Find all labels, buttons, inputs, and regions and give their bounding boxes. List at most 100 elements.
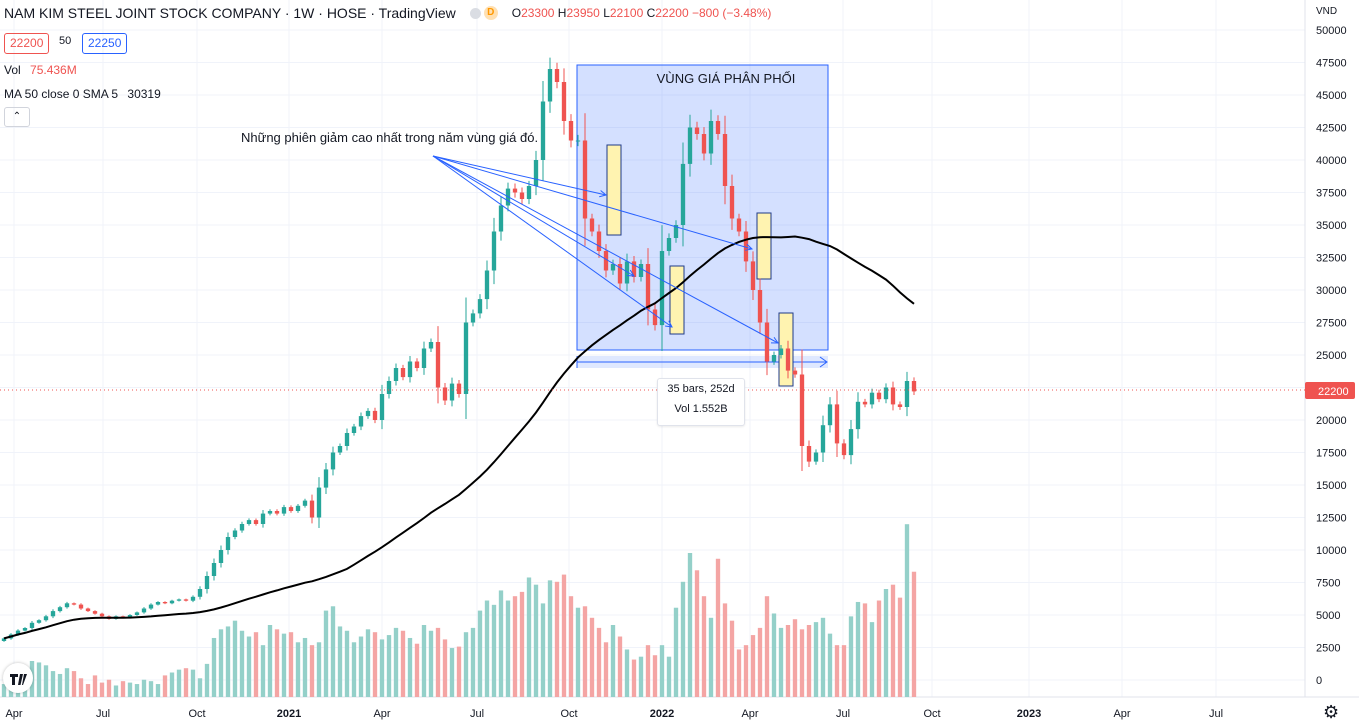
candle-body (267, 511, 273, 514)
volume-bar (421, 625, 427, 697)
candle-body (344, 433, 350, 446)
candle-body (785, 348, 791, 371)
candle-body (330, 452, 336, 470)
price-tick-label: 5000 (1316, 610, 1340, 622)
price-tick-label: 17500 (1316, 448, 1347, 460)
time-tick-label: Jul (836, 708, 850, 720)
volume-bar (526, 577, 532, 697)
volume-bar (155, 684, 161, 697)
volume-bar (379, 639, 385, 697)
volume-bar (547, 580, 553, 697)
candle-body (162, 602, 168, 604)
price-tick-label: 32500 (1316, 253, 1347, 265)
time-tick-label: Jul (1209, 708, 1223, 720)
symbol-title[interactable]: NAM KIM STEEL JOINT STOCK COMPANY · 1W ·… (4, 5, 456, 21)
candle-body (582, 140, 588, 219)
price-tick-label: 37500 (1316, 188, 1347, 200)
high-value: 23950 (566, 6, 600, 20)
candle-body (729, 186, 735, 219)
open-label: O (511, 6, 522, 20)
volume-bar (883, 589, 889, 697)
tradingview-logo-icon[interactable] (3, 663, 33, 693)
volume-bar (134, 684, 140, 697)
candle-body (211, 563, 217, 576)
candle-body (897, 404, 903, 407)
candle-body (29, 622, 35, 628)
annotation-arrow-head (626, 269, 635, 277)
candle-body (400, 368, 406, 378)
candle-body (827, 404, 833, 426)
volume-bar (267, 625, 273, 697)
volume-bar (141, 679, 147, 697)
candle-body (99, 613, 105, 617)
volume-bar (694, 570, 700, 697)
price-tick-label: 2500 (1316, 643, 1340, 655)
sell-price-button[interactable]: 22200 (4, 33, 50, 54)
volume-bar (575, 607, 581, 697)
arrow-note: Những phiên giảm cao nhất trong năm vùng… (241, 130, 538, 145)
candle-body (603, 251, 609, 271)
volume-bar (190, 669, 196, 697)
candle-body (92, 611, 98, 614)
candlesticks (1, 57, 917, 642)
volume-bar (897, 597, 903, 697)
volume-legend-label: Vol (4, 63, 21, 77)
candle-body (316, 487, 322, 518)
price-tick-label: 42500 (1316, 123, 1347, 135)
settings-gear-icon[interactable]: ⚙ (1323, 702, 1340, 722)
volume-bar (862, 603, 868, 697)
volume-bar (281, 633, 287, 697)
time-tick-label: Oct (188, 708, 205, 720)
ma-legend[interactable]: MA 50 close 0 SMA 5 30319 (4, 87, 161, 101)
highlight-box (669, 265, 685, 335)
collapse-legend-chevron-up-icon[interactable]: ⌃ (4, 107, 30, 127)
candle-body (274, 511, 280, 514)
measure-bars: 35 bars, 252d (667, 383, 735, 395)
candle-body (358, 416, 364, 427)
volume-bar (701, 596, 707, 697)
candle-body (57, 607, 63, 612)
ma-legend-label: MA 50 close 0 SMA 5 (4, 87, 119, 101)
volume-legend[interactable]: Vol 75.436M (4, 63, 77, 77)
candle-body (575, 140, 581, 142)
volume-bar (470, 627, 476, 697)
volume-bar (337, 626, 343, 697)
highlight-box (606, 144, 622, 236)
candle-body (561, 82, 567, 121)
candle-body (792, 370, 798, 375)
volume-bar (211, 637, 217, 697)
highlight-box (756, 212, 772, 280)
annotation-arrow-head (665, 320, 673, 328)
candle-body (701, 134, 707, 154)
volume-bar (57, 673, 63, 697)
candle-body (449, 383, 455, 401)
volume-bar (64, 668, 70, 697)
candle-body (834, 404, 840, 444)
data-badge[interactable]: D (483, 6, 498, 20)
candle-body (519, 192, 525, 199)
candle-body (799, 374, 805, 446)
candle-body (813, 452, 819, 462)
volume-bar (715, 558, 721, 697)
annotation-arrow-head (599, 190, 608, 198)
candle-body (190, 596, 196, 601)
candle-body (232, 530, 238, 537)
ma-line (3, 235, 915, 640)
volume-bar (99, 682, 105, 697)
buy-price-button[interactable]: 22250 (82, 33, 128, 54)
candle-body (855, 401, 861, 430)
candle-body (176, 599, 182, 601)
candle-body (183, 599, 189, 601)
volume-bar (113, 685, 119, 697)
time-tick-label: 2023 (1017, 708, 1041, 720)
price-tick-label: 50000 (1316, 25, 1347, 37)
candle-body (281, 507, 287, 514)
candle-body (379, 394, 385, 420)
candle-body (638, 264, 644, 277)
volume-bar (491, 604, 497, 697)
chart-header: NAM KIM STEEL JOINT STOCK COMPANY · 1W ·… (4, 5, 771, 21)
volume-bar (680, 581, 686, 697)
volume-bar (708, 617, 714, 697)
time-tick-label: Jul (96, 708, 110, 720)
